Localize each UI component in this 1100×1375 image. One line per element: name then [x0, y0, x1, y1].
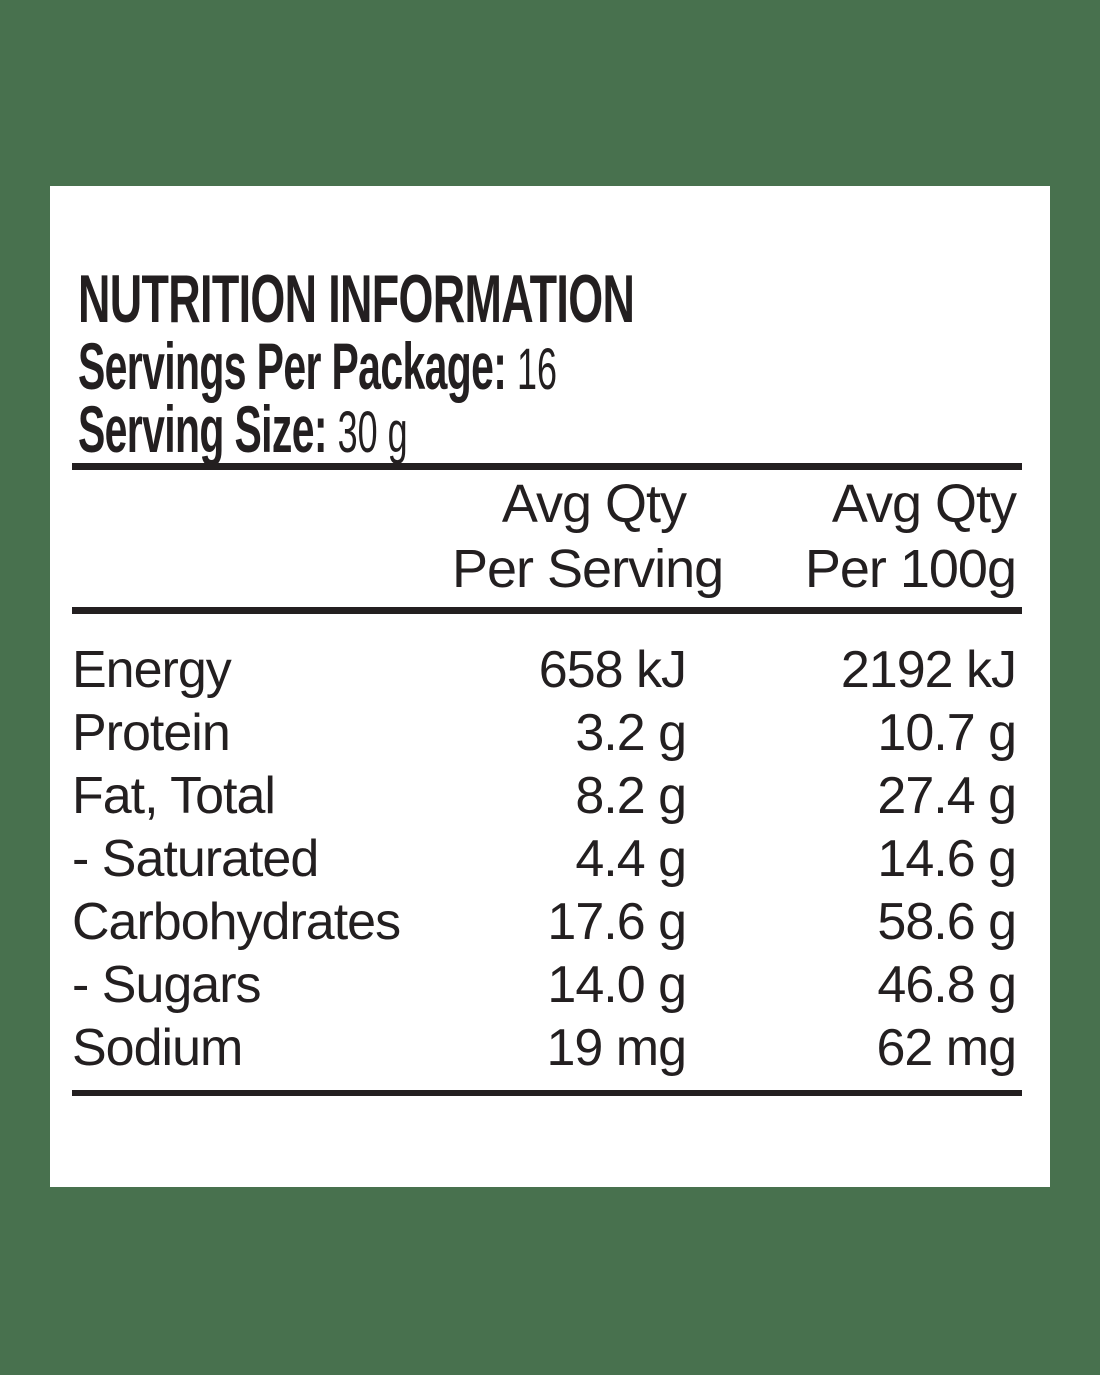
nutrient-name: Carbohydrates [72, 893, 401, 951]
servings-per-package-line: Servings Per Package: 16 [78, 333, 557, 403]
column-header-avg-qty: Avg Qty [831, 474, 1017, 534]
column-header-per-100g: Avg Qty Per 100g [686, 472, 1022, 602]
per-serving-value: 14.0 g [547, 956, 687, 1014]
serving-size-label: Serving Size: [78, 392, 328, 466]
nutrition-label-panel: NUTRITION INFORMATION Servings Per Packa… [50, 186, 1050, 1187]
nutrient-name: - Saturated [72, 830, 319, 888]
nutrient-name: Sodium [72, 1019, 243, 1077]
per-100g-value: 10.7 g [877, 704, 1017, 762]
spacer [506, 329, 517, 403]
nutrition-table: Avg Qty Per Serving Avg Qty Per 100g Ene… [72, 472, 1022, 1080]
per-100g-value: 14.6 g [877, 830, 1017, 888]
divider-top [72, 463, 1022, 470]
per-serving-value: 19 mg [546, 1019, 687, 1077]
column-header-per-serving: Avg Qty Per Serving [452, 472, 724, 602]
column-header-avg-qty: Avg Qty [501, 474, 687, 534]
nutrient-name: Energy [72, 641, 232, 699]
divider-bottom [72, 1090, 1022, 1096]
per-serving-value: 4.4 g [575, 830, 687, 888]
serving-size-value: 30 g [337, 400, 408, 465]
nutrient-name: - Sugars [72, 956, 262, 1014]
per-100g-value: 62 mg [876, 1019, 1017, 1077]
spacer [327, 392, 338, 466]
column-header-per-100g-label: Per 100g [804, 539, 1017, 599]
nutrient-name: Fat, Total [72, 767, 276, 825]
servings-per-package-value: 16 [517, 337, 558, 402]
nutrient-name: Protein [72, 704, 231, 762]
per-serving-value: 17.6 g [547, 893, 687, 951]
servings-per-package-label: Servings Per Package: [78, 329, 507, 403]
per-serving-value: 3.2 g [575, 704, 687, 762]
per-serving-value: 8.2 g [575, 767, 687, 825]
header-spacer-cell [72, 472, 452, 602]
per-100g-value: 27.4 g [877, 767, 1017, 825]
serving-size-line: Serving Size: 30 g [78, 396, 408, 466]
per-100g-value: 46.8 g [877, 956, 1017, 1014]
per-serving-value: 658 kJ [538, 641, 687, 699]
per-100g-value: 2192 kJ [840, 641, 1017, 699]
per-100g-value: 58.6 g [877, 893, 1017, 951]
column-header-per-serving-label: Per Serving [452, 539, 724, 599]
divider-header [72, 607, 1022, 614]
nutrition-information-title: NUTRITION INFORMATION [78, 261, 635, 337]
